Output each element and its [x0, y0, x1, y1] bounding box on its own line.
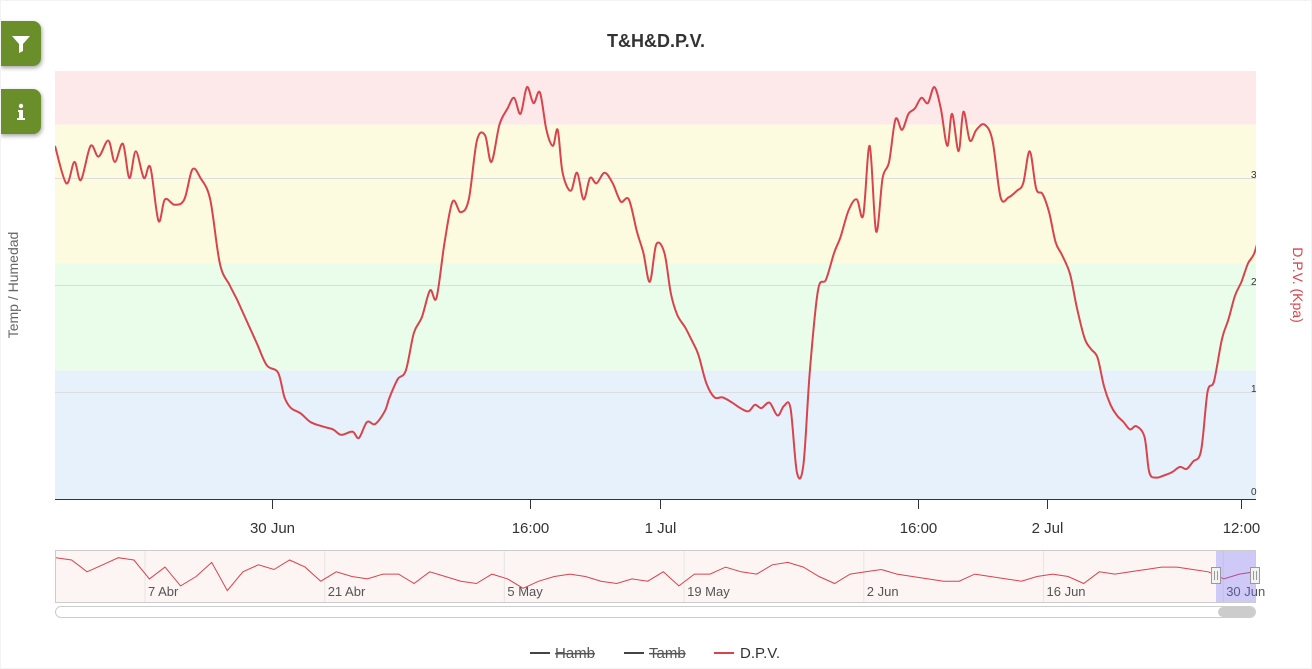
legend-item-tamb[interactable]: Tamb — [624, 645, 686, 662]
plot-band-2 — [55, 124, 1256, 264]
navigator-handle-right[interactable] — [1250, 567, 1260, 584]
navigator-label: 5 May — [507, 584, 543, 599]
scrollbar-thumb[interactable] — [1218, 607, 1255, 617]
navigator-label: 30 Jun — [1226, 584, 1265, 599]
navigator[interactable]: 7 Abr 21 Abr 5 May 19 May 2 Jun 16 Jun 30 Jun — [55, 550, 1266, 603]
scrollbar-track[interactable] — [55, 606, 1256, 618]
navigator-handle-left[interactable] — [1211, 567, 1221, 584]
legend-item-dpv[interactable]: D.P.V. — [714, 645, 780, 662]
navigator-label: 19 May — [687, 584, 730, 599]
x-tick-label: 16:00 — [512, 520, 550, 537]
navigator-label: 21 Abr — [328, 584, 366, 599]
info-button[interactable] — [0, 89, 41, 134]
y-tick-label: 3 — [1251, 170, 1257, 181]
y-axis-right-ticks: 0 1 2 3 — [1251, 170, 1257, 498]
y-tick-label: 1 — [1251, 384, 1257, 395]
navigator-label: 2 Jun — [867, 584, 899, 599]
plot-band-1 — [55, 263, 1256, 371]
x-tick-label: 12:00 — [1223, 520, 1261, 537]
filter-button[interactable] — [0, 21, 41, 66]
legend-label-dpv: D.P.V. — [740, 645, 780, 662]
legend: Hamb Tamb D.P.V. — [530, 645, 780, 662]
legend-item-hamb[interactable]: Hamb — [530, 645, 595, 662]
legend-label-tamb: Tamb — [649, 645, 686, 662]
plot-band-0 — [55, 370, 1256, 499]
y-axis-left-label: Temp / Humedad — [5, 232, 21, 339]
series-dpv-line[interactable] — [55, 86, 1308, 480]
x-tick-label: 16:00 — [900, 520, 938, 537]
x-tick-label: 30 Jun — [250, 520, 295, 537]
chart-title: T&H&D.P.V. — [607, 31, 705, 51]
y-tick-label: 2 — [1251, 277, 1257, 288]
y-axis-right-label: D.P.V. (Kpa) — [1290, 247, 1306, 323]
x-tick-label: 1 Jul — [645, 520, 677, 537]
navigator-label: 16 Jun — [1047, 584, 1086, 599]
navigator-selection[interactable] — [1216, 551, 1255, 602]
scrollbar[interactable] — [55, 606, 1256, 618]
plot-band-3 — [55, 71, 1256, 125]
legend-label-hamb: Hamb — [555, 645, 595, 662]
grid-lines — [55, 178, 1256, 393]
filter-icon — [11, 35, 30, 53]
x-tick-label: 2 Jul — [1032, 520, 1064, 537]
info-icon — [16, 103, 25, 120]
navigator-series-line — [55, 557, 1256, 592]
navigator-labels: 7 Abr 21 Abr 5 May 19 May 2 Jun 16 Jun 30 Jun — [144, 551, 1265, 602]
y-tick-label: 0 — [1251, 487, 1257, 498]
x-axis-ticks: 30 Jun 16:00 1 Jul 16:00 2 Jul 12:00 — [250, 499, 1260, 537]
navigator-label: 7 Abr — [148, 584, 179, 599]
